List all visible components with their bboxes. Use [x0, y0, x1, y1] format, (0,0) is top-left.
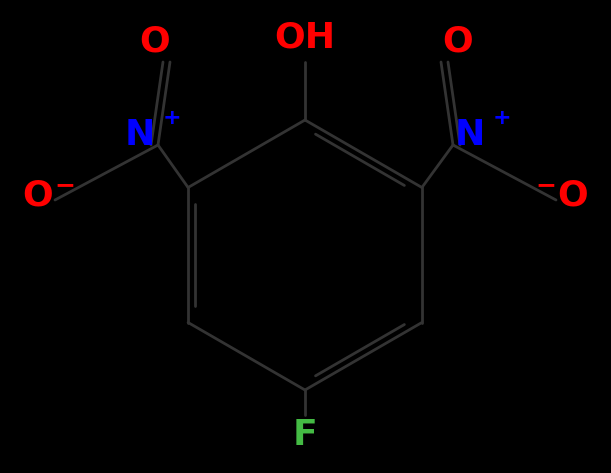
- Text: +: +: [163, 108, 181, 128]
- Text: N: N: [455, 118, 485, 152]
- Text: −: −: [535, 173, 557, 197]
- Text: N: N: [125, 118, 155, 152]
- Text: OH: OH: [274, 21, 335, 55]
- Text: O: O: [23, 178, 53, 212]
- Text: −: −: [54, 173, 76, 197]
- Text: F: F: [293, 418, 317, 452]
- Text: O: O: [558, 178, 588, 212]
- Text: O: O: [140, 25, 170, 59]
- Text: +: +: [492, 108, 511, 128]
- Text: O: O: [442, 25, 474, 59]
